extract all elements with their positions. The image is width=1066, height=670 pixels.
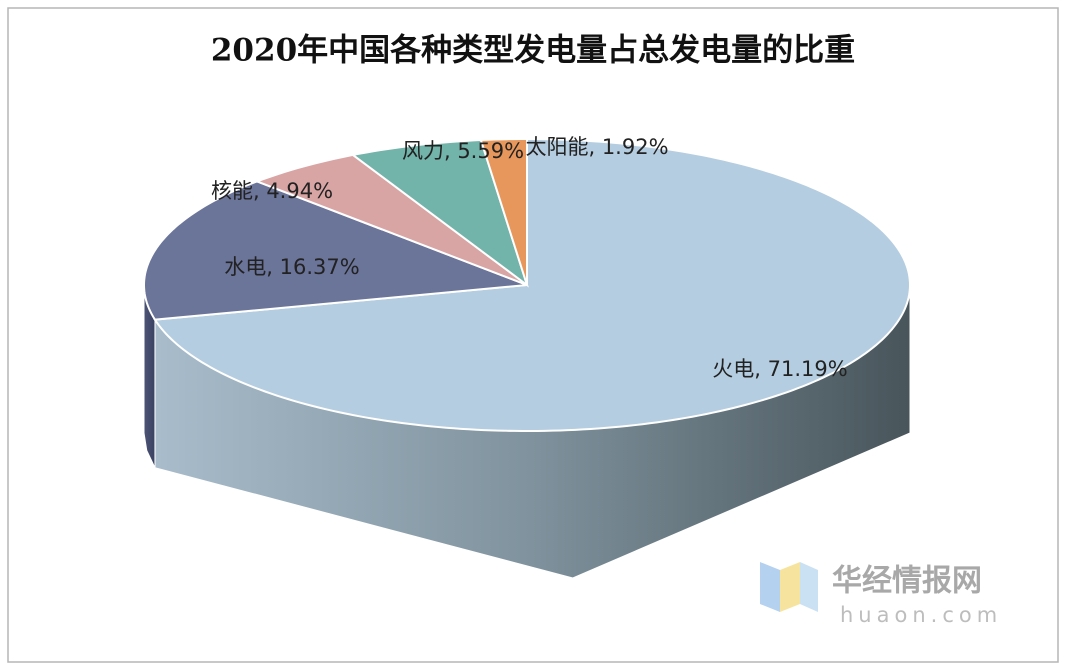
slice (350, 139, 529, 288)
data-label: 太阳能, 1.92% (525, 135, 668, 159)
pie: 火电, 71.19% 水电, 16.37% 核能, 4.94% 风力, 5.59% 太阳… (142, 135, 911, 579)
slice (254, 153, 528, 286)
slice (142, 180, 528, 321)
logo-shape (760, 562, 780, 612)
watermark: 华经情报网 huaon.com (760, 562, 1002, 627)
slice (479, 137, 528, 286)
chart-title: 2020年中国各种类型发电量占总发电量的比重 (211, 33, 855, 69)
watermark-name: 华经情报网 (832, 564, 982, 599)
logo-shape (780, 562, 800, 612)
data-label: 风力, 5.59% (402, 139, 524, 163)
data-label: 火电, 71.19% (712, 357, 847, 381)
data-label: 水电, 16.37% (224, 255, 359, 279)
logo-shape (800, 562, 818, 612)
data-label: 核能, 4.94% (211, 179, 333, 203)
watermark-url: huaon.com (840, 603, 1002, 627)
slice (153, 137, 911, 433)
